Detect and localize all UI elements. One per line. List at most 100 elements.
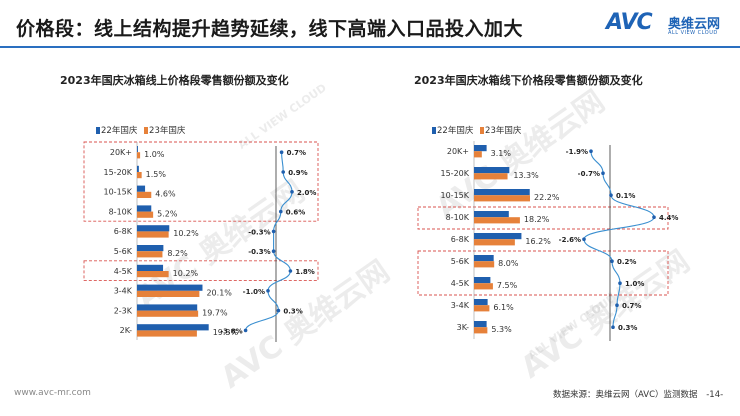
change-data-label: -1.9%	[566, 148, 588, 156]
bar-22	[137, 324, 209, 331]
bar-data-label: 18.2%	[524, 215, 550, 224]
change-data-label: 0.7%	[287, 149, 306, 157]
bar-23	[474, 173, 508, 180]
bar-23	[137, 211, 154, 218]
page-number: -14-	[706, 390, 724, 400]
category-tick-label: 8-10K	[446, 213, 470, 222]
bar-data-label: 3.1%	[491, 149, 512, 158]
category-tick-label: 5-6K	[114, 247, 133, 256]
bar-23	[137, 152, 141, 159]
bar-23	[474, 327, 488, 334]
bar-data-label: 5.3%	[491, 325, 512, 334]
category-tick-label: 8-10K	[109, 207, 133, 216]
change-point	[589, 149, 593, 153]
title-divider	[0, 46, 740, 48]
change-data-label: -1.0%	[243, 288, 265, 296]
change-data-label: 0.6%	[286, 209, 305, 217]
category-tick-label: 10-15K	[104, 188, 133, 197]
bar-data-label: 10.2%	[173, 229, 199, 238]
logo-name: 奥维云网	[668, 17, 721, 32]
change-point	[279, 209, 283, 214]
bar-23	[137, 271, 169, 278]
source-note: 数据来源：奥维云网（AVC）监测数据	[553, 390, 698, 400]
bar-data-label: 8.0%	[498, 259, 519, 268]
category-tick-label: 4-5K	[451, 279, 470, 288]
bar-22	[137, 304, 198, 311]
brand-logo: AVC 奥维云网 ALL VIEW CLOUD	[606, 10, 726, 42]
footer-website[interactable]: www.avc-mr.com	[14, 388, 91, 398]
bar-23	[474, 305, 490, 312]
bar-data-label: 5.2%	[157, 209, 178, 218]
bar-data-label: 7.5%	[497, 281, 518, 290]
change-point	[276, 308, 281, 313]
bar-22	[474, 189, 530, 196]
category-tick-label: 6-8K	[451, 235, 470, 244]
bar-data-label: 13.3%	[513, 171, 539, 180]
change-data-label: -0.3%	[248, 248, 270, 256]
change-point	[266, 289, 270, 293]
legend-offline: 22年国庆 23年国庆	[432, 124, 525, 136]
bar-22	[474, 233, 522, 240]
change-data-label: 2.0%	[297, 189, 316, 197]
bar-22	[474, 167, 510, 174]
change-point	[601, 171, 605, 175]
category-tick-label: 10-15K	[441, 191, 470, 200]
change-data-label: 0.1%	[616, 192, 635, 200]
highlight-box	[417, 250, 669, 296]
bar-22	[474, 321, 487, 328]
logo-mark: AVC	[606, 10, 653, 35]
category-tick-label: 6-8K	[114, 227, 133, 236]
bar-22	[137, 225, 170, 232]
bar-22	[474, 299, 488, 306]
bar-data-label: 1.0%	[144, 150, 165, 159]
change-point	[243, 328, 248, 333]
bar-data-label: 16.2%	[525, 237, 551, 246]
chart-title-offline: 2023年国庆冰箱线下价格段零售额份额及变化	[414, 74, 643, 87]
change-point	[288, 269, 293, 273]
change-point	[615, 303, 619, 308]
legend-item-23: 23年国庆	[144, 126, 185, 136]
bar-22	[474, 211, 509, 218]
bar-23	[474, 283, 493, 290]
change-point	[618, 281, 622, 286]
category-tick-label: 3-4K	[114, 287, 133, 296]
bar-23	[137, 330, 197, 337]
category-tick-label: 2K-	[120, 326, 132, 335]
bar-data-label: 22.2%	[534, 193, 560, 202]
change-data-label: 0.7%	[622, 302, 641, 310]
bar-22	[137, 264, 164, 271]
legend-online: 22年国庆 23年国庆	[96, 124, 189, 136]
bar-23	[137, 310, 199, 317]
logo-tagline: ALL VIEW CLOUD	[668, 30, 718, 36]
bar-23	[474, 151, 482, 158]
category-tick-label: 20K+	[110, 148, 132, 157]
bar-data-label: 20.1%	[206, 289, 232, 298]
change-point	[610, 259, 614, 264]
change-data-label: 0.3%	[283, 308, 302, 316]
change-point	[582, 237, 586, 241]
bar-22	[137, 146, 138, 153]
change-point	[279, 150, 284, 154]
change-point	[271, 229, 276, 234]
change-data-label: -0.3%	[248, 228, 270, 236]
bar-22	[137, 165, 139, 172]
change-line	[245, 152, 293, 331]
bar-23	[474, 195, 530, 202]
change-point	[271, 249, 276, 253]
bar-data-label: 8.2%	[167, 249, 188, 258]
page-title: 价格段：线上结构提升趋势延续，线下高端入口品投入加大	[16, 18, 524, 40]
bar-23	[137, 231, 169, 238]
bar-22	[474, 255, 494, 262]
change-data-label: 0.9%	[288, 169, 307, 177]
bar-data-label: 4.6%	[155, 190, 176, 199]
change-point	[609, 193, 613, 197]
change-data-label: 0.3%	[618, 324, 637, 332]
category-tick-label: 4-5K	[114, 267, 133, 276]
change-data-label: 0.2%	[617, 258, 636, 266]
bar-data-label: 19.7%	[202, 308, 228, 317]
change-line	[583, 151, 655, 328]
bar-22	[137, 284, 203, 291]
